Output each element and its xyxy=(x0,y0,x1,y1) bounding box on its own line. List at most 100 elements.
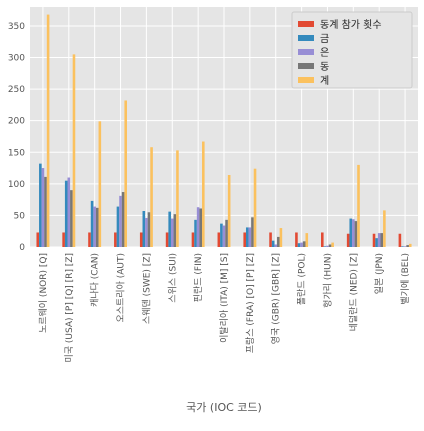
y-tick-label: 0 xyxy=(19,243,25,253)
x-tick-label: 네덜란드 (NED) [Z] xyxy=(347,253,359,331)
bar xyxy=(36,232,40,247)
bar xyxy=(269,232,272,247)
bar xyxy=(346,233,350,247)
x-tick-label: 벨기에 (BEL) xyxy=(400,253,411,305)
y-tick-label: 350 xyxy=(8,22,25,32)
bar xyxy=(354,221,358,247)
bar xyxy=(119,195,122,247)
bar xyxy=(295,232,298,247)
y-axis-ticks: 0 50 100 150 200 250 300 350 xyxy=(8,22,25,253)
bar xyxy=(305,233,309,247)
bar xyxy=(253,168,257,247)
bar xyxy=(121,192,125,247)
bar xyxy=(377,233,381,247)
x-tick-label: 이탈리아 (ITA) [M] [S] xyxy=(219,253,230,343)
bars xyxy=(36,14,412,247)
legend-entry: 동 xyxy=(320,61,329,73)
bar xyxy=(191,232,195,247)
bar xyxy=(46,14,50,247)
x-tick-label: 캐나다 (CAN) xyxy=(90,253,101,307)
x-tick-label: 노르웨이 (NOR) [Q] xyxy=(37,253,49,333)
x-tick-label: 스웨덴 (SWE) [Z] xyxy=(140,253,152,324)
bar xyxy=(150,147,153,247)
bar xyxy=(168,211,171,247)
bar xyxy=(279,228,283,247)
bar xyxy=(98,121,102,247)
bar xyxy=(323,246,327,247)
bar xyxy=(326,245,329,247)
bar xyxy=(220,223,223,247)
bar xyxy=(245,227,249,247)
bar xyxy=(199,208,203,247)
bar xyxy=(331,242,334,247)
bar xyxy=(114,232,117,247)
bar xyxy=(300,242,303,247)
bar xyxy=(39,163,42,247)
bar xyxy=(194,219,197,247)
bar xyxy=(403,246,407,247)
bar xyxy=(124,100,127,247)
bar xyxy=(41,168,45,247)
bar xyxy=(70,190,73,247)
legend-swatch xyxy=(298,63,314,69)
y-tick-label: 100 xyxy=(8,180,25,190)
bar xyxy=(139,232,143,247)
x-tick-label: 미국 (USA) [P] [Q] [R] [Z] xyxy=(64,253,75,363)
bar xyxy=(90,200,94,247)
bar xyxy=(196,207,200,247)
bar xyxy=(93,206,96,247)
x-tick-label: 폴란드 (POL) xyxy=(296,253,308,305)
bar xyxy=(352,219,355,247)
bar xyxy=(357,164,360,247)
bar xyxy=(271,240,275,247)
bar xyxy=(372,233,376,247)
bar xyxy=(142,211,146,247)
y-tick-label: 250 xyxy=(8,85,25,95)
x-tick-label: 스위스 (SUI) xyxy=(167,253,178,303)
legend-entry: 은 xyxy=(320,47,329,59)
bar xyxy=(147,212,151,247)
bar xyxy=(383,210,386,247)
x-tick-label: 프랑스 (FRA) [O] [P] [Z] xyxy=(244,253,256,353)
bar xyxy=(375,238,378,247)
bar xyxy=(145,217,148,247)
y-tick-label: 200 xyxy=(8,117,25,127)
x-tick-label: 핀란드 (FIN) xyxy=(192,253,204,302)
bar xyxy=(62,232,65,247)
bar xyxy=(165,232,169,247)
x-tick-label: 영국 (GBR) [GBR] [Z] xyxy=(271,253,282,344)
bar xyxy=(95,207,99,247)
bar xyxy=(328,244,332,247)
y-tick-label: 300 xyxy=(8,54,25,64)
bar xyxy=(225,219,228,247)
bar xyxy=(297,243,301,247)
bar xyxy=(170,218,174,247)
bar xyxy=(67,177,71,247)
bar xyxy=(176,150,179,247)
x-tick-label: 오스트리아 (AUT) xyxy=(116,253,127,323)
bar xyxy=(248,227,252,247)
bar xyxy=(321,232,324,247)
legend-entry: 계 xyxy=(320,75,329,87)
legend-swatch xyxy=(298,21,314,27)
bar xyxy=(217,232,221,247)
bar xyxy=(277,236,280,247)
bar xyxy=(64,180,68,247)
x-axis-ticks: 노르웨이 (NOR) [Q] 미국 (USA) [P] [Q] [R] [Z] 캐나… xyxy=(37,253,411,363)
bar xyxy=(222,225,226,247)
bar xyxy=(302,241,306,247)
bar xyxy=(251,217,254,247)
bar xyxy=(173,214,177,247)
legend-swatch xyxy=(298,49,314,55)
bar xyxy=(274,244,278,247)
bar xyxy=(398,233,402,247)
x-axis-label: 국가 (IOC 코드) xyxy=(186,401,262,414)
bar xyxy=(401,246,404,247)
bar xyxy=(72,54,76,247)
bar xyxy=(202,141,205,247)
bar xyxy=(406,245,409,247)
y-tick-label: 50 xyxy=(14,211,26,221)
legend-entry: 금 xyxy=(320,33,329,45)
bar xyxy=(88,232,91,247)
legend-entry: 동계 참가 횟수 xyxy=(320,19,382,31)
